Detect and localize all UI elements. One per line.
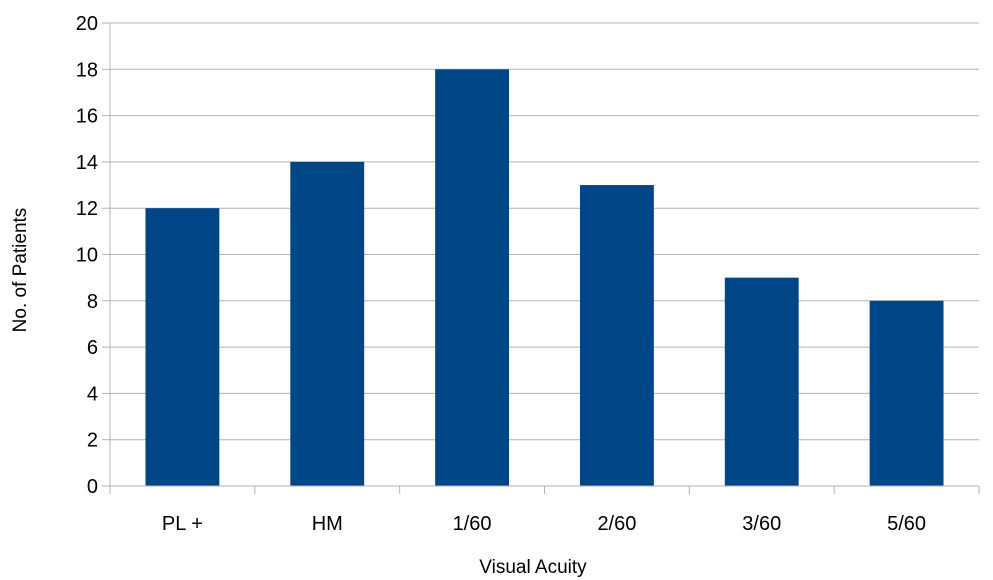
y-tick-label: 14 <box>76 152 98 174</box>
x-tick-label: HM <box>312 513 343 535</box>
bar <box>724 277 799 486</box>
y-tick-label: 4 <box>87 383 98 405</box>
y-tick-label: 16 <box>76 106 98 128</box>
bar <box>435 69 510 487</box>
x-tick-label: 3/60 <box>742 513 781 535</box>
gridlines <box>110 22 979 441</box>
y-tick-label: 20 <box>76 13 98 35</box>
y-tick-labels: 0 2 4 6 8 10 12 14 16 18 20 <box>76 13 98 498</box>
bar <box>579 185 654 487</box>
bar <box>290 161 365 486</box>
y-axis-title: No. of Patients <box>10 208 31 333</box>
y-tick-label: 8 <box>87 291 98 313</box>
y-tick-label: 0 <box>87 476 98 498</box>
bar <box>869 300 944 486</box>
axes <box>102 22 980 494</box>
x-tick-label: 5/60 <box>887 513 926 535</box>
y-tick-label: 2 <box>87 430 98 452</box>
y-tick-label: 12 <box>76 198 98 220</box>
x-axis-title: Visual Acuity <box>479 557 587 578</box>
x-tick-label: PL + <box>162 513 203 535</box>
x-tick-label: 2/60 <box>597 513 636 535</box>
y-tick-label: 10 <box>76 245 98 267</box>
bars <box>145 69 944 487</box>
y-tick-label: 6 <box>87 337 98 359</box>
x-tick-labels: PL + HM 1/60 2/60 3/60 5/60 <box>162 513 926 535</box>
bar <box>145 208 220 486</box>
y-tick-label: 18 <box>76 59 98 81</box>
x-tick-label: 1/60 <box>453 513 492 535</box>
